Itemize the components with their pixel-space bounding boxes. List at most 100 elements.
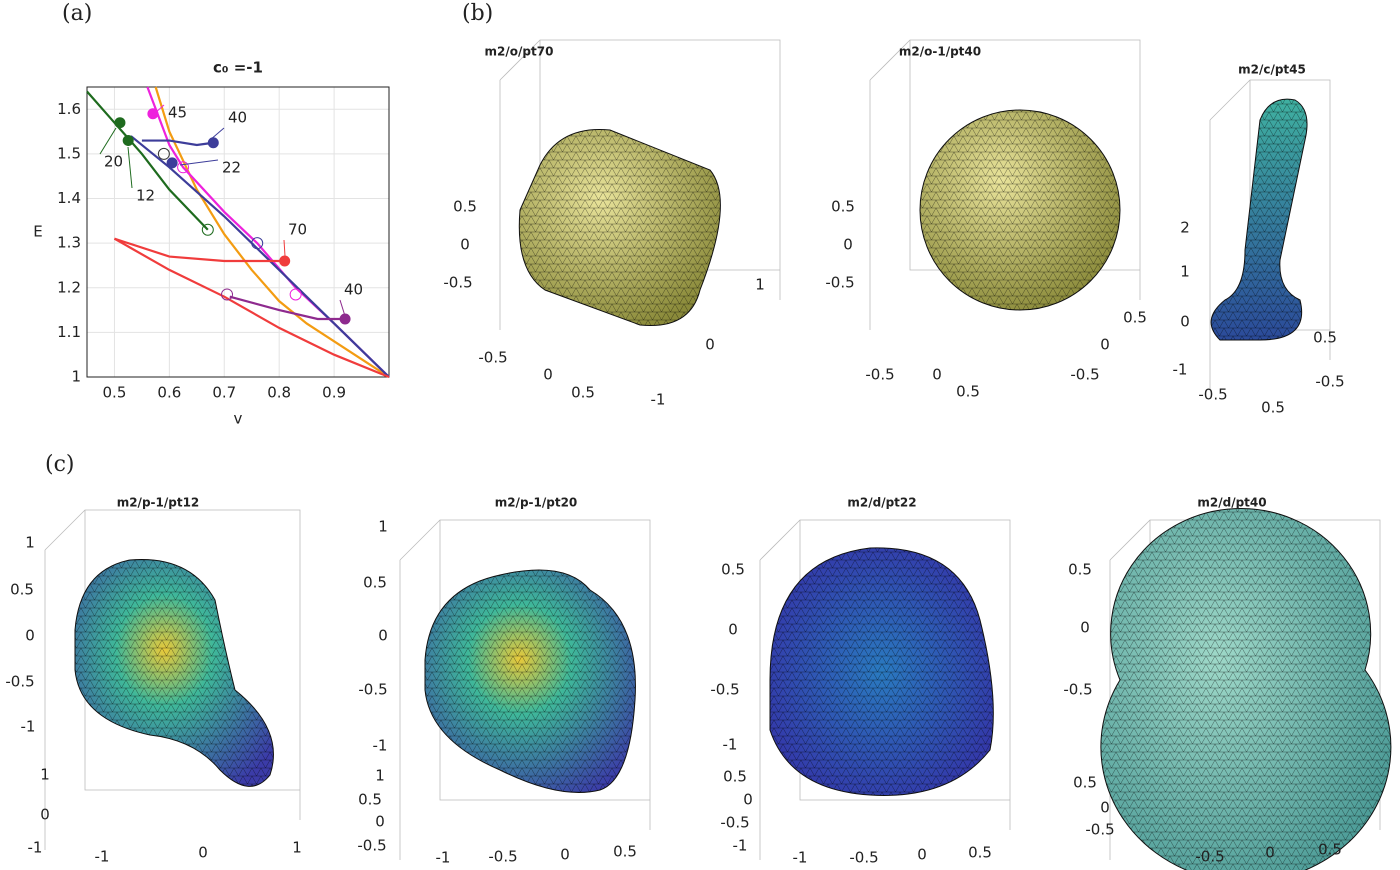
tick-label: -0.5 bbox=[358, 681, 387, 699]
tick-label: 0 bbox=[375, 813, 385, 831]
tick-label: 0 bbox=[543, 366, 553, 384]
tick-label: -0.5 bbox=[865, 366, 894, 384]
tick-label: 0 bbox=[743, 791, 753, 809]
marker bbox=[251, 237, 264, 250]
y-tick-label: 1.5 bbox=[57, 144, 81, 162]
tick-label: 0 bbox=[25, 627, 35, 645]
tick-label: -0.5 bbox=[825, 274, 854, 292]
x-tick-label: 0.5 bbox=[103, 384, 127, 402]
tick-label: -1 bbox=[95, 848, 110, 866]
line bbox=[86, 90, 209, 231]
plot-a: 0.5 0.6 0.7 0.8 0.9 1 1.1 1.2 1.3 1.4 1.5 1.6 c₀ =-1… bbox=[33, 59, 390, 428]
tick-label: 0.5 bbox=[1261, 399, 1285, 417]
tick-label: 0.5 bbox=[571, 384, 595, 402]
line bbox=[114, 237, 285, 263]
y-axis-label: E bbox=[33, 223, 42, 241]
tick-label: -0.5 bbox=[357, 837, 386, 855]
y-tick-label: 1.1 bbox=[57, 323, 81, 341]
surface-mesh bbox=[425, 570, 636, 793]
tick-label: 0.5 bbox=[723, 768, 747, 786]
tick-label: 0 bbox=[843, 236, 853, 254]
annotation-arrow bbox=[154, 104, 165, 114]
tick-label: -1 bbox=[723, 736, 738, 754]
tick-label: -0.5 bbox=[488, 848, 517, 866]
line bbox=[229, 295, 346, 321]
tick-label: 0.5 bbox=[721, 561, 745, 579]
surface-title: m2/p-1/pt12 bbox=[117, 496, 200, 510]
tick-label: -1 bbox=[28, 839, 43, 857]
panel-label: (a) bbox=[62, 1, 92, 26]
tick-label: 0 bbox=[460, 236, 470, 254]
y-tick-label: 1 bbox=[71, 368, 81, 386]
tick-label: -1 bbox=[1173, 361, 1188, 379]
marker bbox=[122, 135, 134, 147]
tick-label: 0.5 bbox=[358, 791, 382, 809]
tick-label: 0.5 bbox=[613, 843, 637, 861]
tick-label: 0.5 bbox=[1068, 561, 1092, 579]
tick-label: -0.5 bbox=[1315, 373, 1344, 391]
tick-label: -0.5 bbox=[443, 274, 472, 292]
tick-label: -0.5 bbox=[720, 814, 749, 832]
annotation-arrow bbox=[179, 159, 219, 166]
tick-label: 0.5 bbox=[1318, 841, 1342, 859]
tick-label: -0.5 bbox=[478, 349, 507, 367]
tick-label: -0.5 bbox=[1198, 386, 1227, 404]
tick-label: -0.5 bbox=[1195, 848, 1224, 866]
surface-title: m2/p-1/pt20 bbox=[495, 496, 578, 510]
tick-label: 0 bbox=[917, 846, 927, 864]
tick-label: -1 bbox=[21, 718, 36, 736]
tick-label: -0.5 bbox=[1063, 681, 1092, 699]
annotation: 12 bbox=[136, 187, 155, 205]
tick-label: -0.5 bbox=[710, 681, 739, 699]
tick-label: 1 bbox=[755, 276, 765, 294]
tick-label: 0 bbox=[1100, 799, 1110, 817]
tick-label: 0 bbox=[705, 336, 715, 354]
annotation: 20 bbox=[104, 153, 123, 171]
tick-label: 0 bbox=[378, 627, 388, 645]
surface-title: m2/d/pt22 bbox=[847, 496, 916, 510]
surface-mesh bbox=[519, 129, 721, 326]
y-tick-label: 1.2 bbox=[57, 278, 81, 296]
chart-title: c₀ =-1 bbox=[213, 59, 263, 77]
marker bbox=[289, 288, 302, 301]
marker bbox=[201, 223, 214, 236]
tick-label: 2 bbox=[1180, 219, 1190, 237]
surface-mesh bbox=[1100, 508, 1391, 870]
tick-label: -0.5 bbox=[1085, 821, 1114, 839]
annotation-arrow bbox=[339, 299, 346, 317]
tick-label: 0.5 bbox=[831, 198, 855, 216]
tick-label: -1 bbox=[436, 849, 451, 867]
plot-frame bbox=[86, 86, 390, 378]
tick-label: 0.5 bbox=[968, 844, 992, 862]
tick-label: -1 bbox=[733, 837, 748, 855]
tick-label: 1 bbox=[40, 766, 50, 784]
tick-label: -1 bbox=[651, 391, 666, 409]
tick-label: 0.5 bbox=[363, 574, 387, 592]
tick-label: 0 bbox=[728, 621, 738, 639]
surface-mesh bbox=[75, 559, 274, 787]
panel-label: (b) bbox=[462, 1, 493, 26]
tick-label: 1 bbox=[375, 767, 385, 785]
y-tick-label: 1.6 bbox=[57, 100, 81, 118]
annotation: 40 bbox=[228, 109, 247, 127]
line bbox=[154, 86, 390, 378]
tick-label: 0.5 bbox=[1313, 329, 1337, 347]
tick-label: 0 bbox=[198, 844, 208, 862]
annotation-arrow bbox=[127, 146, 133, 189]
x-tick-label: 0.9 bbox=[322, 384, 346, 402]
y-tick-label: 1.4 bbox=[57, 189, 81, 207]
line bbox=[113, 237, 390, 379]
annotation-arrow bbox=[283, 239, 286, 257]
tick-label: 0.5 bbox=[1073, 774, 1097, 792]
surface-title: m2/c/pt45 bbox=[1238, 63, 1306, 77]
marker bbox=[207, 137, 219, 149]
annotation-arrow bbox=[99, 127, 117, 155]
annotation-arrow bbox=[209, 127, 225, 141]
tick-label: 0.5 bbox=[453, 198, 477, 216]
surface-title: m2/d/pt40 bbox=[1197, 496, 1266, 510]
tick-label: -0.5 bbox=[1070, 366, 1099, 384]
marker bbox=[147, 108, 159, 120]
tick-label: 0 bbox=[932, 366, 942, 384]
tick-label: 0 bbox=[40, 806, 50, 824]
